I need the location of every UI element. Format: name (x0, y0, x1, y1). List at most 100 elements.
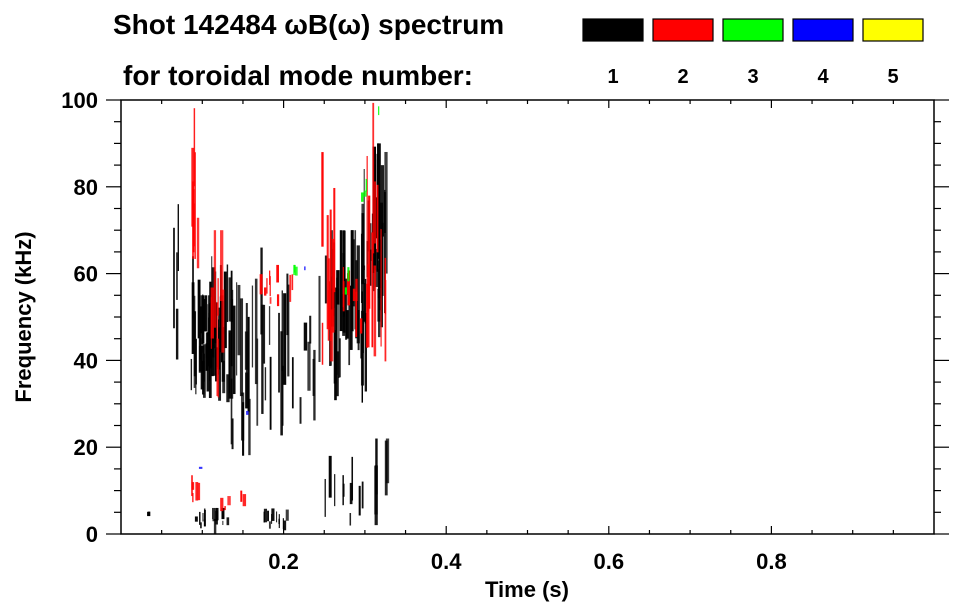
spectral-mark-mode-2 (373, 265, 377, 357)
legend-swatch-mode-4 (792, 18, 854, 42)
spectral-mark-mode-2 (220, 497, 224, 512)
spectral-mark-mode-1 (291, 357, 294, 409)
legend-label: 2 (677, 66, 688, 88)
legend: 1 2 3 4 5 (582, 18, 924, 88)
spectral-mark-mode-1 (276, 511, 278, 523)
spectral-mark-mode-1 (195, 338, 197, 385)
spectral-mark-mode-1 (237, 284, 241, 356)
spectral-mark-mode-3 (344, 287, 347, 295)
spectral-mark-mode-2 (326, 215, 329, 330)
spectral-mark-mode-1 (240, 392, 245, 441)
spectral-mark-mode-1 (339, 230, 343, 332)
spectral-mark-mode-1 (336, 270, 340, 305)
spectral-mark-mode-1 (351, 456, 354, 501)
spectral-mark-mode-1 (281, 290, 283, 372)
y-tick-label: 80 (74, 175, 98, 200)
spectral-mark-mode-1 (204, 295, 208, 332)
legend-swatch-mode-3 (722, 18, 784, 42)
spectral-mark-mode-1 (318, 275, 321, 363)
spectral-mark-mode-2 (217, 278, 219, 316)
spectral-mark-mode-1 (203, 508, 206, 521)
spectral-mark-mode-3 (378, 106, 380, 116)
spectral-mark-mode-2 (217, 338, 220, 398)
spectral-mark-mode-2 (221, 289, 225, 353)
spectral-mark-mode-1 (222, 520, 224, 526)
spectral-mark-mode-1 (251, 285, 254, 368)
spectral-mark-mode-2 (352, 288, 356, 302)
spectral-mark-mode-2 (240, 490, 243, 502)
spectral-mark-mode-1 (380, 165, 385, 237)
spectral-mark-mode-2 (359, 318, 363, 334)
spectral-mark-mode-1 (336, 351, 339, 397)
spectral-mark-mode-1 (261, 304, 264, 414)
spectral-mark-mode-2 (264, 287, 267, 296)
spectral-mark-mode-1 (221, 360, 225, 382)
spectral-mark-mode-1 (192, 256, 194, 319)
spectral-mark-mode-1 (236, 282, 238, 376)
spectral-mark-mode-2 (371, 232, 374, 348)
spectral-mark-mode-1 (245, 303, 248, 409)
spectral-mark-mode-1 (263, 304, 266, 364)
spectral-mark-mode-2 (192, 492, 194, 503)
spectral-mark-mode-1 (230, 378, 233, 445)
spectral-mark-mode-2 (355, 278, 358, 302)
spectral-mark-mode-1 (384, 189, 386, 314)
spectral-mark-mode-2 (374, 181, 377, 244)
spectral-mark-mode-3 (363, 190, 367, 197)
spectral-mark-mode-1 (364, 313, 368, 392)
spectral-mark-mode-2 (269, 276, 271, 297)
spectral-mark-mode-2 (366, 155, 368, 348)
spectral-mark-mode-2 (368, 195, 371, 309)
spectral-mark-mode-2 (321, 322, 324, 365)
spectral-mark-mode-2 (193, 108, 196, 187)
spectral-mark-mode-3 (365, 178, 368, 192)
spectral-mark-mode-1 (285, 509, 289, 521)
spectral-mark-mode-1 (226, 374, 230, 403)
spectral-mark-mode-1 (176, 252, 178, 300)
spectral-mark-mode-1 (232, 305, 236, 395)
spectral-mark-mode-1 (357, 309, 360, 351)
y-tick-label: 60 (74, 262, 98, 287)
spectral-mark-mode-1 (207, 295, 210, 337)
spectral-mark-mode-1 (268, 306, 271, 345)
spectral-mark-mode-1 (307, 341, 311, 391)
spectral-mark-mode-4 (246, 410, 249, 415)
spectral-mark-mode-1 (271, 508, 275, 521)
spectral-mark-mode-1 (193, 311, 197, 377)
spectral-mark-mode-1 (377, 202, 381, 252)
spectral-mark-mode-1 (342, 483, 345, 497)
spectral-mark-mode-2 (291, 274, 294, 291)
spectral-mark-mode-1 (374, 465, 378, 526)
spectral-mark-mode-2 (342, 281, 345, 312)
spectral-mark-mode-1 (309, 315, 312, 344)
spectral-mark-mode-1 (345, 310, 349, 339)
spectral-mark-mode-1 (338, 338, 341, 378)
spectral-mark-mode-1 (358, 485, 361, 516)
spectral-mark-mode-2 (269, 297, 272, 304)
spectral-mark-mode-1 (263, 508, 268, 523)
spectral-mark-mode-3 (295, 266, 298, 276)
spectral-mark-mode-1 (282, 518, 284, 530)
spectral-mark-mode-1 (218, 327, 221, 350)
x-tick-label: 0.2 (268, 549, 299, 574)
spectral-mark-mode-2 (220, 230, 224, 302)
spectral-mark-mode-2 (196, 217, 200, 269)
spectral-mark-mode-1 (205, 343, 209, 371)
spectral-mark-mode-1 (213, 518, 217, 534)
spectral-mark-mode-1 (338, 288, 340, 378)
spectral-mark-mode-1 (271, 513, 273, 524)
spectral-mark-mode-2 (327, 290, 330, 341)
y-tick-label: 0 (86, 522, 98, 547)
spectral-mark-mode-1 (203, 299, 206, 332)
spectral-mark-mode-1 (202, 512, 204, 522)
spectral-mark-mode-1 (334, 474, 336, 507)
spectral-mark-mode-2 (355, 291, 358, 338)
spectrogram-marks (147, 102, 390, 534)
spectral-mark-mode-1 (200, 522, 202, 529)
spectral-mark-mode-1 (200, 295, 204, 345)
spectral-mark-mode-1 (381, 222, 384, 296)
spectral-mark-mode-1 (199, 511, 201, 525)
spectral-mark-mode-1 (363, 169, 365, 271)
spectral-mark-mode-1 (209, 317, 213, 368)
